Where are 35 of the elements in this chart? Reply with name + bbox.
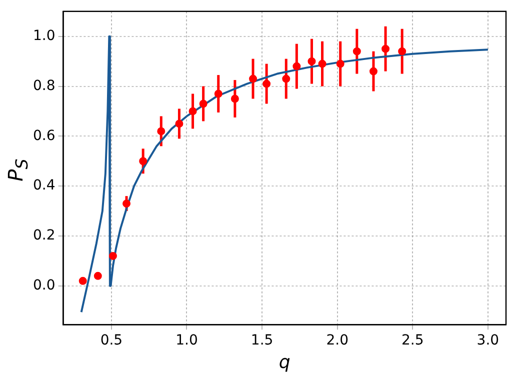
point bbox=[94, 272, 102, 280]
point bbox=[108, 252, 117, 260]
point bbox=[122, 200, 131, 208]
point bbox=[369, 67, 378, 76]
point bbox=[78, 276, 87, 285]
point bbox=[282, 74, 290, 83]
point bbox=[214, 90, 222, 98]
point bbox=[175, 120, 184, 128]
point bbox=[352, 47, 361, 56]
y-tick-label: 0.4 bbox=[33, 178, 56, 194]
x-tick-label: 2.5 bbox=[402, 332, 424, 349]
x-tick-label: 1.5 bbox=[250, 332, 274, 349]
point bbox=[308, 57, 316, 66]
point bbox=[249, 74, 258, 83]
x-tick-label: 2.0 bbox=[326, 332, 348, 349]
y-tick-label: 0.6 bbox=[33, 128, 56, 144]
x-tick-label: 3.0 bbox=[476, 332, 500, 349]
y-tick-label: 0.8 bbox=[33, 78, 56, 94]
point bbox=[318, 60, 326, 68]
x-tick-label: 1.0 bbox=[176, 332, 198, 349]
y-tick-label: 0.2 bbox=[33, 228, 56, 244]
point bbox=[188, 107, 197, 116]
point bbox=[230, 94, 239, 103]
point bbox=[262, 80, 271, 88]
point bbox=[398, 47, 406, 56]
x-axis-title: q bbox=[278, 352, 290, 373]
point bbox=[382, 44, 390, 53]
y-tick-label: 0.0 bbox=[33, 278, 56, 294]
y-tick-label: 1.0 bbox=[33, 28, 56, 44]
point bbox=[199, 100, 208, 108]
point bbox=[139, 157, 148, 166]
x-tick-label: 0.5 bbox=[100, 332, 123, 349]
point bbox=[292, 62, 301, 70]
point bbox=[336, 60, 344, 68]
point bbox=[157, 127, 166, 136]
